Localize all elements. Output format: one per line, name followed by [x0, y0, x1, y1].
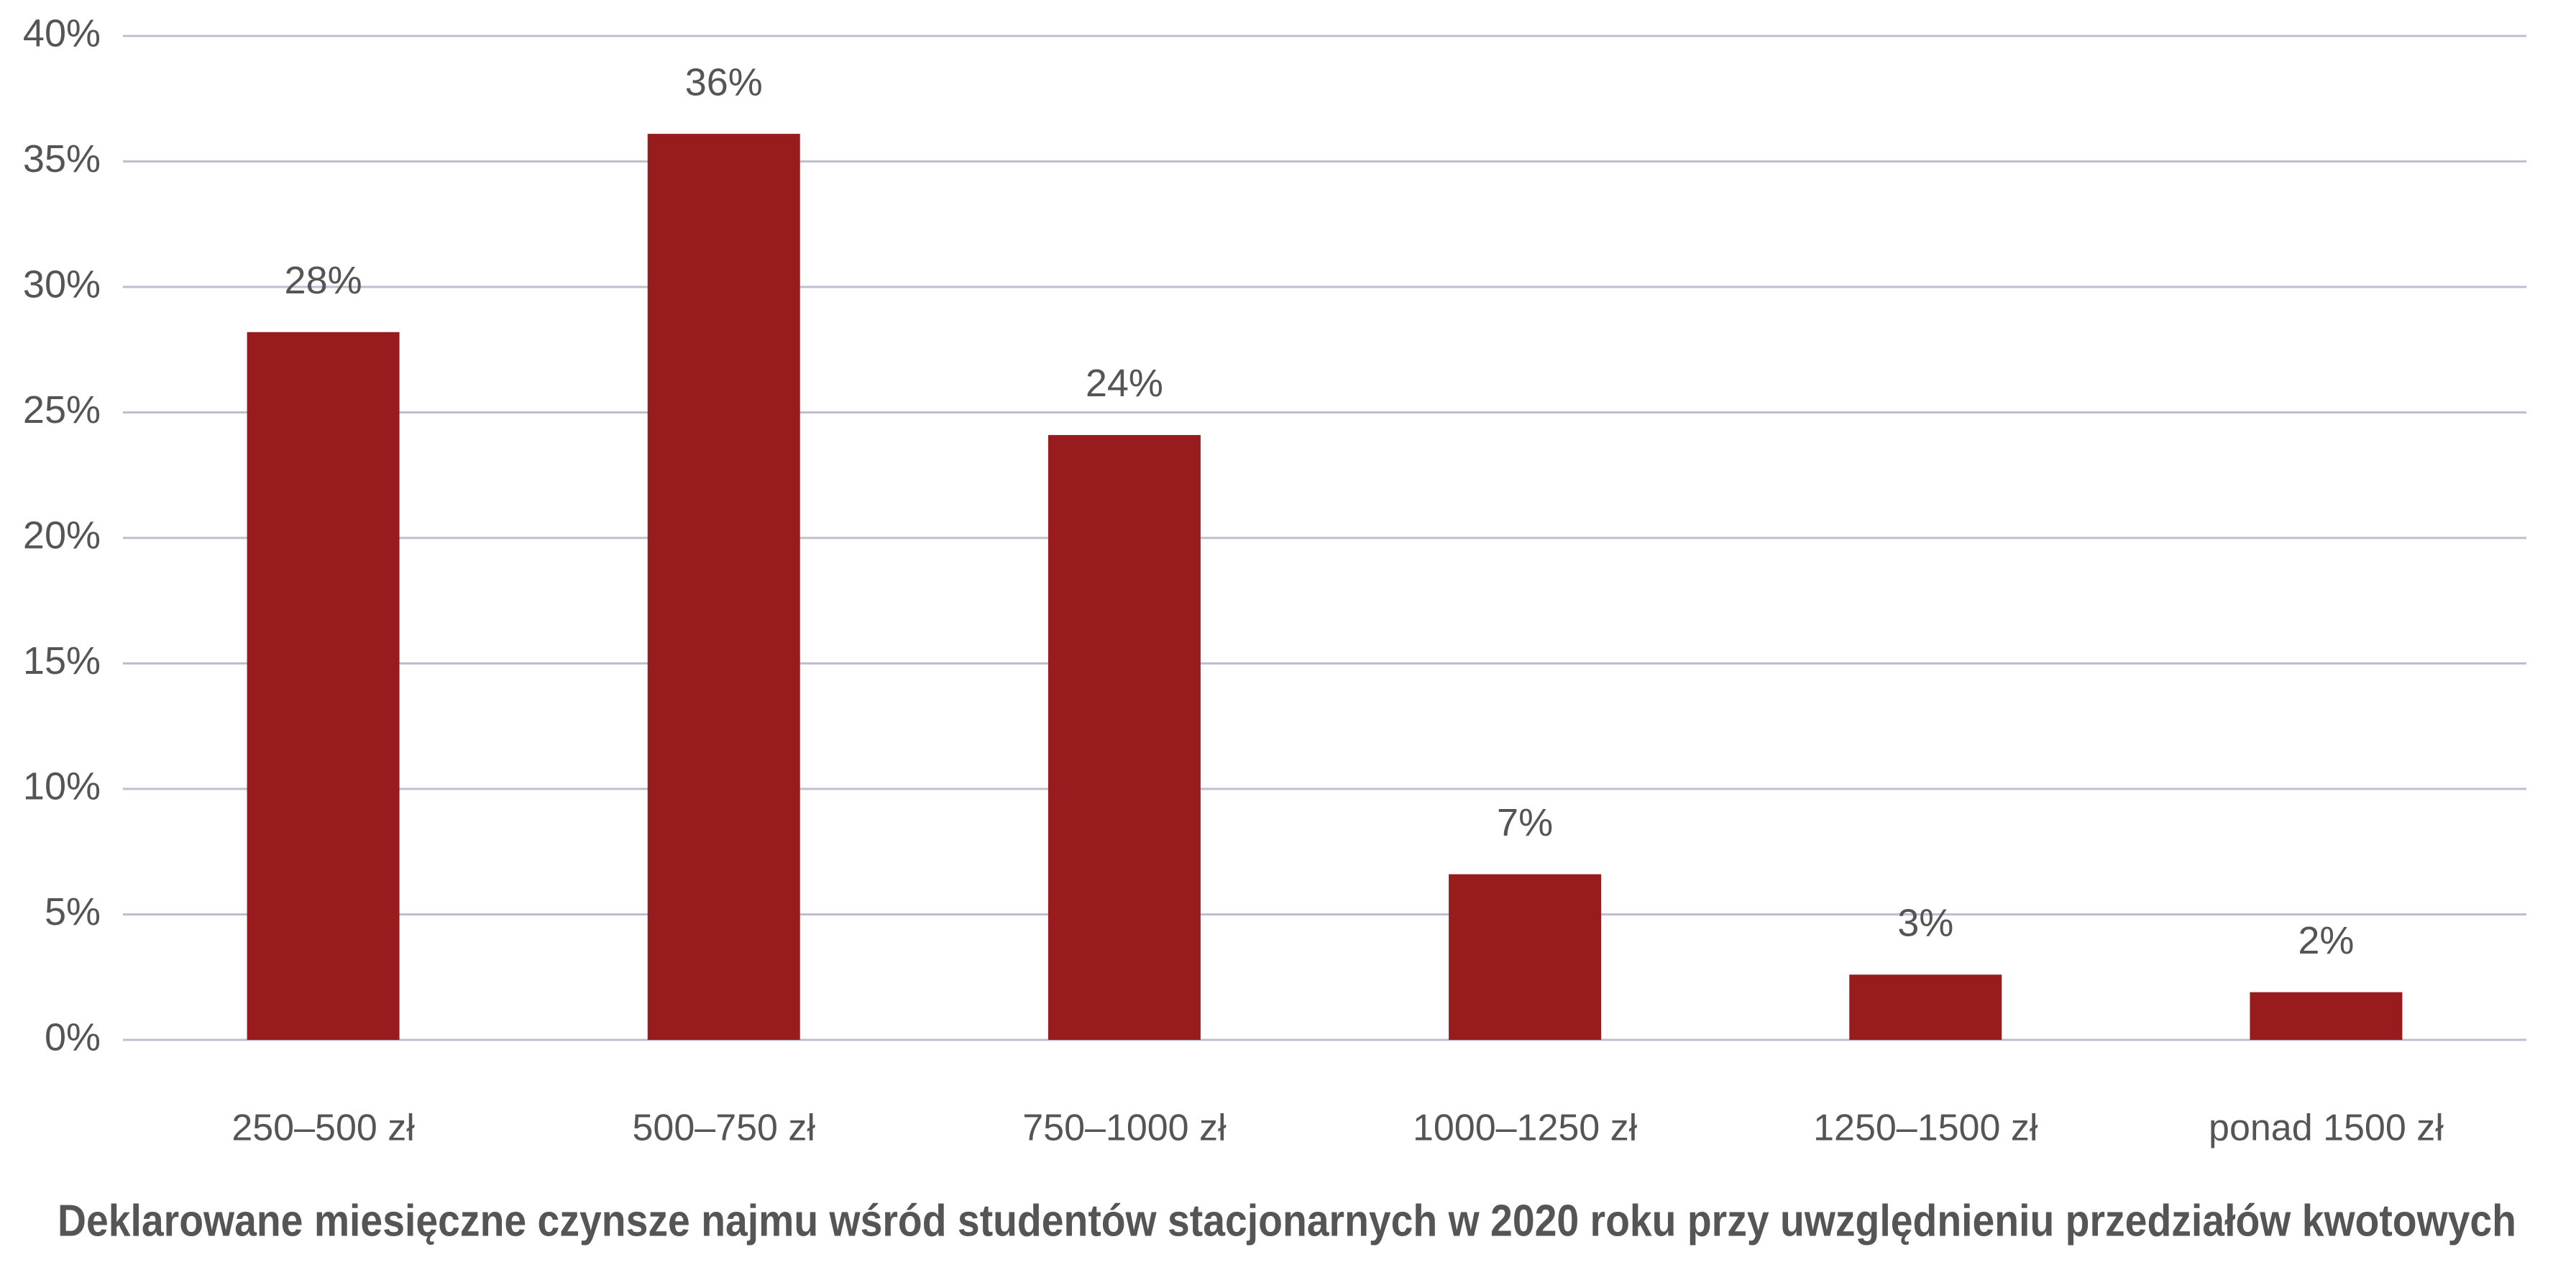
value-label: 2% [2298, 919, 2354, 962]
y-tick-label: 25% [23, 388, 101, 431]
x-tick-label: 500–750 zł [633, 1107, 816, 1149]
value-label: 36% [685, 60, 763, 104]
value-label: 28% [285, 259, 362, 302]
value-label: 3% [1897, 902, 1953, 945]
y-tick-label: 5% [45, 890, 101, 933]
y-tick-label: 0% [45, 1015, 101, 1059]
bar [247, 332, 400, 1040]
x-tick-label: 1000–1250 zł [1413, 1107, 1638, 1149]
bar [647, 134, 800, 1041]
x-tick-label: 250–500 zł [232, 1107, 415, 1149]
y-tick-label: 40% [23, 12, 101, 55]
bar [1449, 874, 1602, 1040]
y-tick-label: 30% [23, 262, 101, 306]
bar [1048, 434, 1201, 1040]
x-tick-label: 750–1000 zł [1022, 1107, 1227, 1149]
bar [1849, 974, 2002, 1040]
y-tick-label: 35% [23, 137, 101, 181]
value-label: 7% [1497, 801, 1553, 844]
y-tick-label: 10% [23, 764, 101, 808]
y-tick-label: 20% [23, 513, 101, 557]
value-label: 24% [1086, 362, 1163, 405]
bar [2250, 992, 2403, 1040]
x-tick-label: 1250–1500 zł [1813, 1107, 2038, 1149]
x-tick-label: ponad 1500 zł [2209, 1107, 2444, 1149]
chart-title: Deklarowane miesięczne czynsze najmu wśr… [58, 1196, 2516, 1246]
y-tick-label: 15% [23, 639, 101, 682]
